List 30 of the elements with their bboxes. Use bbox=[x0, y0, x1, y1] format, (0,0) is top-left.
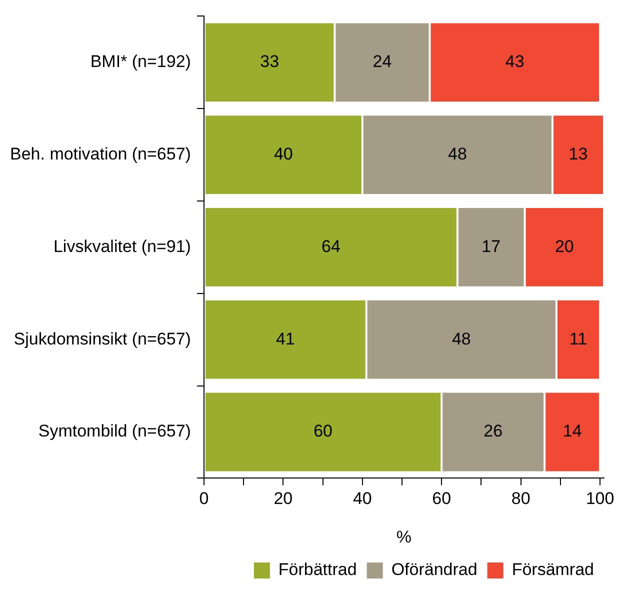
data-label: 48 bbox=[452, 329, 471, 348]
x-axis-title: % bbox=[396, 527, 412, 546]
data-label: 33 bbox=[260, 52, 280, 72]
x-tick-label: 0 bbox=[199, 489, 209, 508]
data-label: 17 bbox=[482, 236, 501, 256]
y-tick-label: Beh. motivation (n=657) bbox=[10, 144, 191, 164]
data-label: 60 bbox=[314, 422, 332, 441]
legend-label: Försämrad bbox=[512, 560, 594, 580]
y-tick-label: Sjukdomsinsikt (n=657) bbox=[14, 329, 191, 348]
y-tick-label: BMI* (n=192) bbox=[90, 52, 191, 72]
data-label: 14 bbox=[562, 422, 582, 441]
data-label: 41 bbox=[276, 329, 295, 348]
legend-label: Oförändrad bbox=[391, 560, 478, 580]
x-tick-label: 80 bbox=[511, 489, 530, 508]
data-label: 24 bbox=[372, 52, 392, 72]
data-label: 20 bbox=[554, 236, 574, 256]
data-label: 26 bbox=[484, 422, 503, 441]
data-label: 11 bbox=[569, 329, 588, 348]
x-tick-label: 100 bbox=[586, 489, 614, 508]
data-label: 40 bbox=[274, 144, 293, 164]
x-tick-label: 20 bbox=[274, 489, 293, 508]
x-tick-label: 60 bbox=[432, 489, 452, 508]
data-label: 43 bbox=[505, 52, 524, 72]
data-label: 48 bbox=[448, 144, 467, 164]
y-tick-label: Symtombild (n=657) bbox=[38, 422, 191, 441]
y-tick-label: Livskvalitet (n=91) bbox=[53, 236, 191, 256]
data-label: 64 bbox=[322, 236, 340, 256]
legend-label: Förbättrad bbox=[278, 560, 357, 580]
x-tick-label: 40 bbox=[352, 489, 372, 508]
data-label: 13 bbox=[568, 144, 588, 164]
